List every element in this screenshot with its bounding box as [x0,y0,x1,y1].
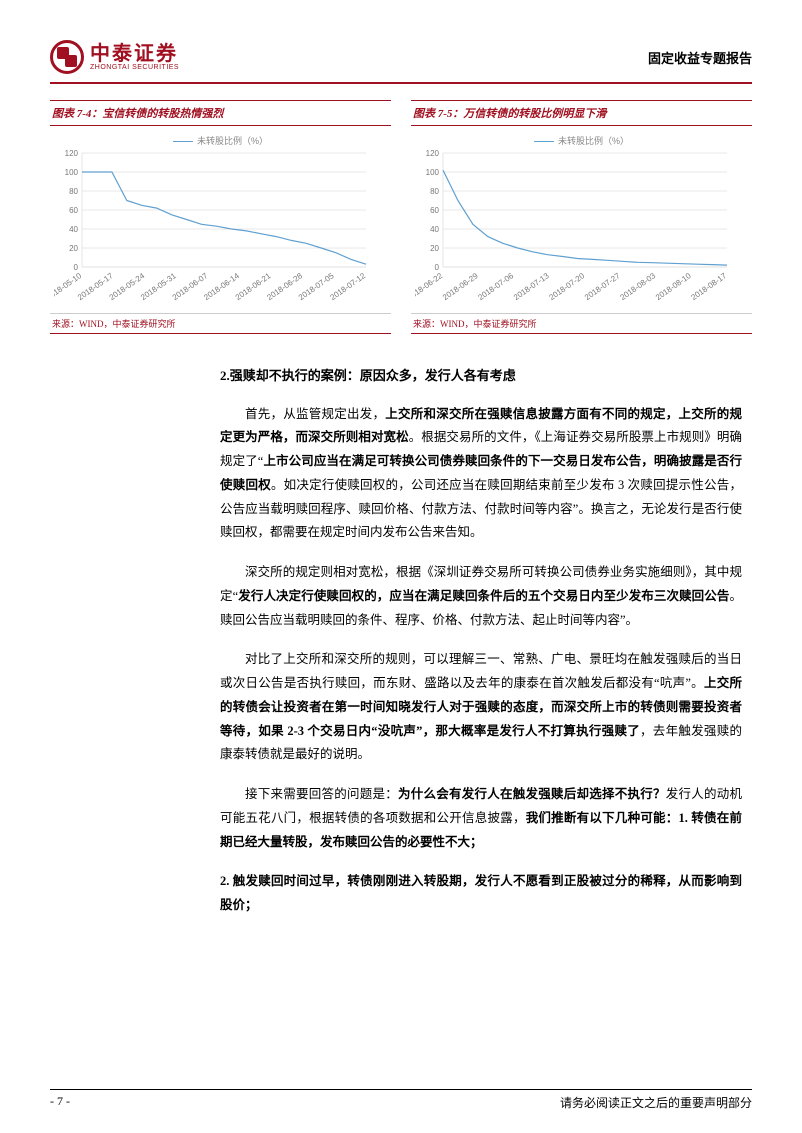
chart-title: 图表 7-5：万信转债的转股比例明显下滑 [411,101,752,126]
bold-run: 2. 触发赎回时间过早，转债刚刚进入转股期，发行人不愿看到正股被过分的稀释，从而… [220,874,742,912]
legend-line-icon [534,141,554,142]
page-footer: - 7 - 请务必阅读正文之后的重要声明部分 [50,1089,752,1111]
line-chart: 0204060801001202018-06-222018-06-292018-… [415,149,735,309]
bold-run: 发行人决定行使赎回权的，应当在满足赎回条件后的五个交易日内至少发布三次赎回公告 [238,589,729,603]
chart-legend: 未转股比例（%） [54,134,387,147]
svg-text:0: 0 [74,263,79,272]
chart-area: 未转股比例（%） 0204060801001202018-05-102018-0… [50,126,391,313]
charts-row: 图表 7-4：宝信转债的转股热情强烈 未转股比例（%） 0 20 40 60 80 100… [50,100,752,334]
chart-area: 未转股比例（%） 0204060801001202018-06-222018-0… [411,126,752,313]
chart-source: 来源：WIND，中泰证券研究所 [50,313,391,333]
paragraph: 首先，从监管规定出发，上交所和深交所在强赎信息披露方面有不同的规定，上交所的规定… [220,403,742,546]
svg-text:2018-07-06: 2018-07-06 [476,271,515,302]
bold-run: 为什么会有发行人在触发强赎后却选择不执行？ [398,787,666,801]
svg-text:20: 20 [69,244,78,253]
logo-en: ZHONGTAI SECURITIES [90,64,179,71]
text-run: 首先，从监管规定出发， [245,407,385,421]
footer-disclaimer: 请务必阅读正文之后的重要声明部分 [560,1094,752,1111]
text-run: 接下来需要回答的问题是： [245,787,398,801]
logo-cn: 中泰证券 [90,44,179,64]
svg-text:120: 120 [65,149,79,158]
svg-text:80: 80 [430,187,439,196]
svg-text:40: 40 [430,225,439,234]
svg-text:100: 100 [65,168,79,177]
svg-text:60: 60 [69,206,78,215]
legend-label: 未转股比例（%） [558,136,629,146]
paragraph: 对比了上交所和深交所的规则，可以理解三一、常熟、广电、景旺均在触发强赎后的当日或… [220,648,742,767]
logo-icon [50,40,84,74]
chart-title: 图表 7-4：宝信转债的转股热情强烈 [50,101,391,126]
text-run: 对比了上交所和深交所的规则，可以理解三一、常熟、广电、景旺均在触发强赎后的当日或… [220,652,742,690]
svg-text:2018-06-29: 2018-06-29 [441,271,480,302]
svg-text:2018-07-20: 2018-07-20 [547,271,586,302]
report-type: 固定收益专题报告 [648,48,752,67]
text-run: 。如决定行使赎回权的，公司还应当在赎回期结束前至少发布 3 次赎回提示性公告，公… [220,478,742,540]
page-header: 中泰证券 ZHONGTAI SECURITIES 固定收益专题报告 [50,40,752,84]
svg-text:2018-06-22: 2018-06-22 [415,271,445,302]
legend-label: 未转股比例（%） [197,136,268,146]
chart-source: 来源：WIND，中泰证券研究所 [411,313,752,333]
svg-text:2018-08-17: 2018-08-17 [689,271,728,302]
body-content: 2.强赎却不执行的案例：原因众多，发行人各有考虑 首先，从监管规定出发，上交所和… [50,364,752,918]
svg-text:0: 0 [435,263,440,272]
svg-text:80: 80 [69,187,78,196]
svg-text:2018-07-13: 2018-07-13 [512,271,551,302]
logo-text: 中泰证券 ZHONGTAI SECURITIES [90,44,179,71]
svg-text:40: 40 [69,225,78,234]
line-chart: 0204060801001202018-05-102018-05-172018-… [54,149,374,309]
svg-text:2018-08-03: 2018-08-03 [618,271,657,302]
page-number: - 7 - [50,1094,70,1111]
paragraphs: 首先，从监管规定出发，上交所和深交所在强赎信息披露方面有不同的规定，上交所的规定… [220,403,742,918]
svg-text:20: 20 [430,244,439,253]
paragraph: 接下来需要回答的问题是：为什么会有发行人在触发强赎后却选择不执行？发行人的动机可… [220,783,742,854]
legend-line-icon [173,141,193,142]
svg-text:120: 120 [426,149,440,158]
svg-text:60: 60 [430,206,439,215]
section-heading: 2.强赎却不执行的案例：原因众多，发行人各有考虑 [220,364,742,389]
svg-text:2018-07-12: 2018-07-12 [328,271,367,302]
svg-text:2018-07-27: 2018-07-27 [583,271,622,302]
svg-text:2018-08-10: 2018-08-10 [654,271,693,302]
svg-text:100: 100 [426,168,440,177]
chart-7-5: 图表 7-5：万信转债的转股比例明显下滑 未转股比例（%） 0 20 40 60 80 1… [411,100,752,334]
brand-logo: 中泰证券 ZHONGTAI SECURITIES [50,40,179,74]
paragraph: 2. 触发赎回时间过早，转债刚刚进入转股期，发行人不愿看到正股被过分的稀释，从而… [220,870,742,918]
paragraph: 深交所的规定则相对宽松，根据《深圳证券交易所可转换公司债券业务实施细则》，其中规… [220,561,742,632]
chart-legend: 未转股比例（%） [415,134,748,147]
chart-7-4: 图表 7-4：宝信转债的转股热情强烈 未转股比例（%） 0 20 40 60 80 100… [50,100,391,334]
